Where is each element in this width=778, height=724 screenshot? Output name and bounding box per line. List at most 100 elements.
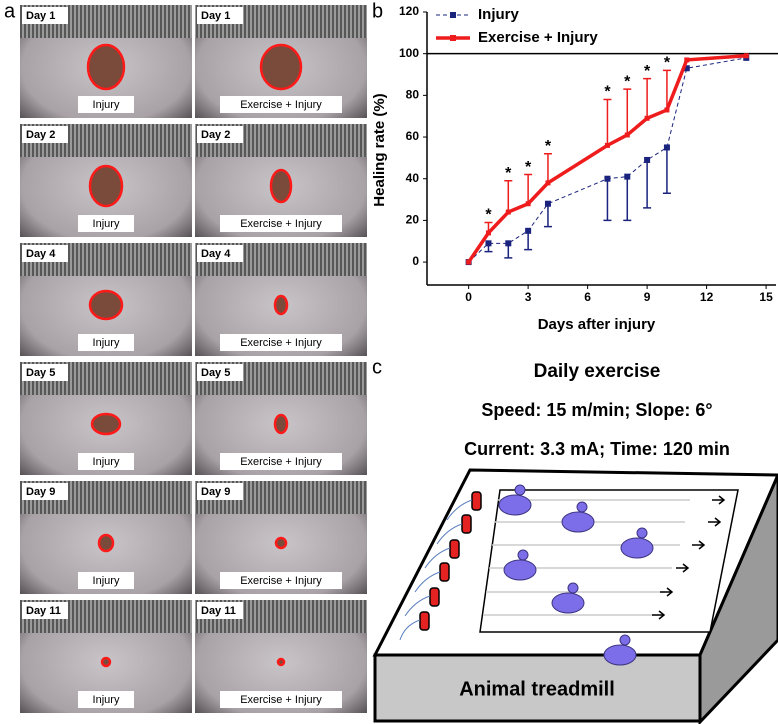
significance-mark: *: [505, 165, 512, 182]
day-label-box: [197, 126, 243, 143]
day-label: Day 9: [26, 486, 55, 498]
point: [644, 156, 651, 163]
panel-label: a: [4, 0, 16, 22]
point: [624, 132, 630, 138]
caption-box: [78, 453, 134, 470]
error-bar: [643, 159, 652, 209]
point: [525, 227, 532, 234]
significance-mark: *: [624, 73, 631, 90]
wound: [88, 289, 124, 321]
caption: Exercise + Injury: [240, 99, 322, 111]
point: [505, 240, 512, 247]
y-tick-label: 20: [406, 213, 420, 227]
caption: Exercise + Injury: [240, 456, 322, 468]
chart: 0 20 40 60 80 100 120 0 3 6 9 12 15 Days after injury…: [371, 4, 778, 333]
x-tick-label: 0: [465, 290, 472, 304]
wound: [269, 168, 293, 204]
significance-mark: *: [525, 159, 532, 176]
y-axis-label: Healing rate (%): [371, 93, 388, 206]
caption-box: [220, 572, 342, 589]
point: [624, 173, 631, 180]
caption: Exercise + Injury: [240, 694, 322, 706]
day-label-box: [22, 483, 68, 500]
point: [663, 144, 670, 151]
day-label-box: [197, 602, 243, 619]
arrows: [652, 495, 726, 620]
caption-box: [220, 691, 342, 708]
treadmill-front: [373, 653, 702, 723]
point: [743, 53, 749, 59]
wound: [86, 43, 126, 91]
wound: [274, 536, 288, 550]
belt: [479, 489, 739, 633]
day-label: Day 11: [201, 605, 236, 617]
point: [664, 107, 670, 113]
wound: [259, 43, 303, 91]
x-tick-label: 9: [644, 290, 651, 304]
x-tick-label: 15: [759, 290, 773, 304]
caption: Injury: [93, 337, 120, 349]
day-label-box: [22, 245, 68, 262]
day-label-box: [22, 602, 68, 619]
wound: [90, 412, 122, 436]
y-tick-label: 0: [412, 254, 419, 268]
point: [544, 200, 551, 207]
panel-label: c: [372, 356, 382, 378]
treadmill-diagram: Daily exercise Speed: 15 m/min; Slope: 6…: [372, 361, 778, 724]
error-bar: [603, 98, 612, 146]
legend-label: Exercise + Injury: [478, 29, 598, 46]
y-tick-label: 120: [399, 4, 419, 18]
point: [485, 230, 491, 236]
error-bar: [623, 176, 632, 222]
legend-marker: [450, 35, 456, 41]
y-tick-label: 40: [406, 171, 420, 185]
wound: [100, 656, 112, 668]
legend-marker: [450, 12, 456, 18]
error-bar: [662, 147, 671, 195]
error-bar: [524, 230, 533, 251]
significance-mark: *: [664, 55, 671, 72]
day-label-box: [22, 126, 68, 143]
point: [644, 115, 650, 121]
caption-box: [220, 96, 342, 113]
day-label: Day 9: [201, 486, 230, 498]
caption: Injury: [93, 694, 120, 706]
error-bar: [603, 178, 612, 222]
error-bar: [524, 173, 533, 204]
caption-box: [78, 96, 134, 113]
day-label: Day 11: [26, 605, 61, 617]
day-label: Day 1: [26, 10, 55, 22]
panel-label: b: [372, 0, 383, 22]
error-bar: [543, 152, 552, 183]
error-bar: [623, 88, 632, 135]
significance-mark: *: [604, 84, 611, 101]
x-axis-label: Days after injury: [538, 316, 656, 333]
x-tick-label: 6: [584, 290, 591, 304]
wound: [273, 413, 289, 435]
point: [604, 142, 610, 148]
caption-box: [220, 334, 342, 351]
mice: [498, 484, 654, 666]
diagram-text: Speed: 15 m/min; Slope: 6°: [481, 400, 712, 420]
caption: Injury: [93, 99, 120, 111]
caption: Injury: [93, 218, 120, 230]
day-label: Day 2: [26, 129, 55, 141]
wires: [399, 499, 473, 641]
electrodes: [419, 491, 482, 631]
point: [485, 240, 492, 247]
diagram-text: Current: 3.3 mA; Time: 120 min: [464, 439, 730, 459]
caption: Injury: [93, 456, 120, 468]
point: [604, 175, 611, 182]
y-tick-label: 60: [406, 129, 420, 143]
wound: [276, 657, 286, 667]
error-bar: [643, 77, 652, 119]
day-label-box: [22, 364, 68, 381]
diagram-title: Daily exercise: [534, 361, 661, 382]
significance-mark: *: [485, 207, 492, 224]
wound: [273, 294, 289, 316]
caption: Injury: [93, 575, 120, 587]
caption-box: [220, 215, 342, 232]
point: [525, 201, 531, 207]
y-tick-label: 100: [399, 46, 419, 60]
